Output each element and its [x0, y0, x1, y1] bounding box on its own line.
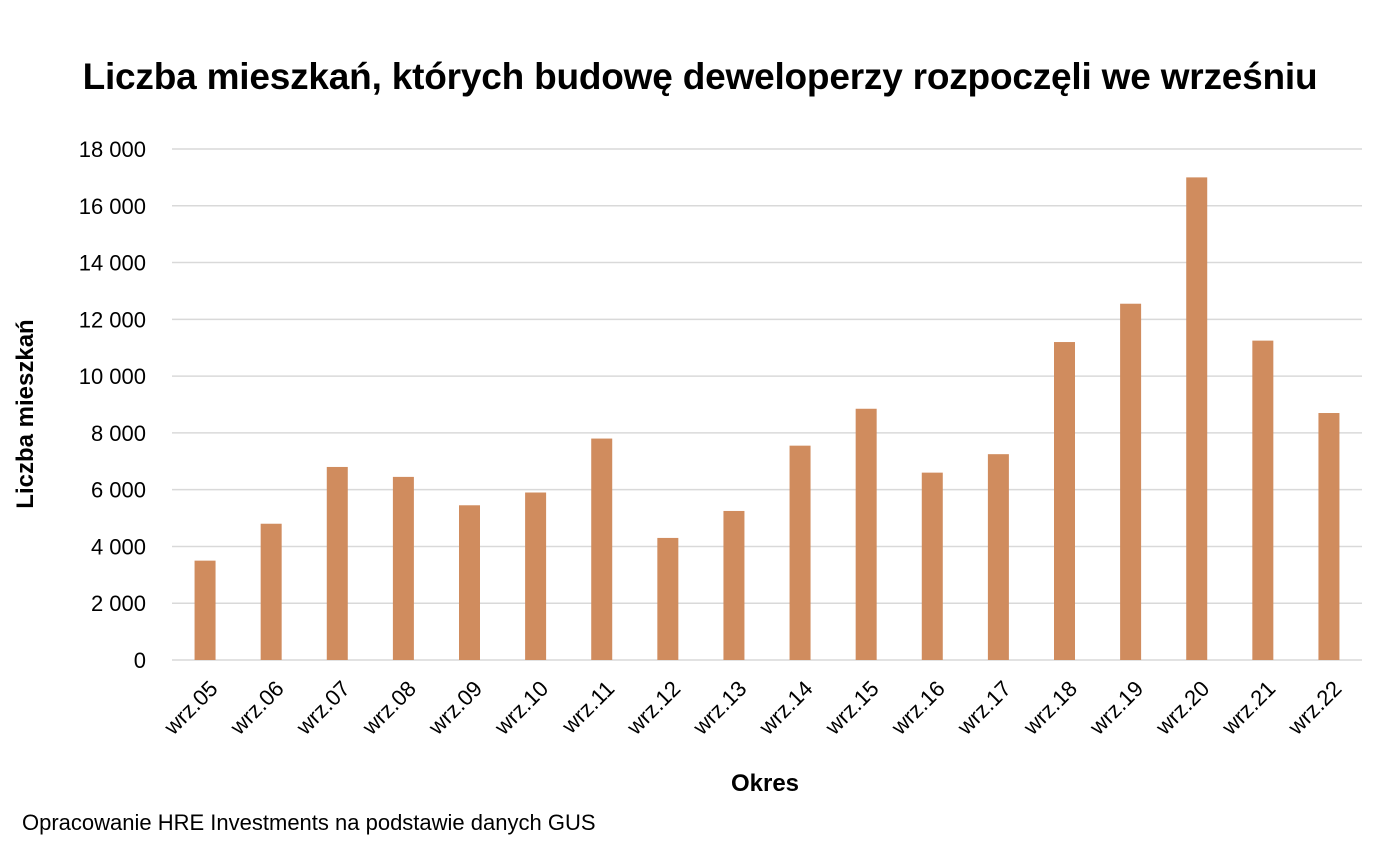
x-tick-label: wrz.08 — [357, 676, 421, 740]
x-tick-label: wrz.05 — [158, 676, 222, 740]
bar-wrz.22 — [1318, 413, 1340, 660]
x-axis-ticks: wrz.05 wrz.06 wrz.07 wrz.08 wrz.09 wrz.10 wrz.… — [158, 676, 1346, 740]
bar-wrz.18 — [1054, 342, 1075, 660]
bar-wrz.08 — [392, 476, 414, 660]
bar-wrz.21 — [1252, 340, 1274, 660]
y-axis-title: Liczba mieszkań — [12, 319, 39, 509]
y-tick-label: 8 000 — [91, 421, 146, 446]
bar-wrz.13 — [723, 510, 745, 660]
x-tick-label: wrz.13 — [687, 676, 751, 740]
x-tick-label: wrz.19 — [1084, 676, 1148, 740]
x-tick-label: wrz.20 — [1150, 676, 1214, 740]
bar-wrz.19 — [1120, 303, 1142, 660]
bar-wrz.05 — [194, 560, 216, 660]
bar-wrz.11 — [591, 438, 613, 660]
x-tick-label: wrz.17 — [952, 676, 1016, 740]
y-tick-label: 14 000 — [79, 251, 146, 276]
x-tick-label: wrz.22 — [1282, 676, 1346, 740]
bar-wrz.07 — [326, 466, 348, 660]
y-tick-label: 18 000 — [79, 137, 146, 162]
gridlines — [172, 148, 1362, 661]
bars — [194, 177, 1340, 660]
bar-wrz.09 — [459, 505, 480, 660]
source-note: Opracowanie HRE Investments na podstawie… — [22, 810, 596, 835]
x-tick-label: wrz.12 — [621, 676, 685, 740]
y-tick-label: 2 000 — [91, 591, 146, 616]
x-tick-label: wrz.15 — [819, 676, 883, 740]
y-tick-label: 10 000 — [79, 364, 146, 389]
y-axis-ticks: 0 2 000 4 000 6 000 8 000 10 000 12 000 14 000 1… — [79, 137, 146, 673]
x-tick-label: wrz.11 — [556, 676, 619, 739]
x-tick-label: wrz.16 — [886, 676, 950, 740]
bar-wrz.17 — [987, 454, 1009, 660]
y-tick-label: 4 000 — [91, 534, 146, 559]
bar-wrz.20 — [1186, 177, 1208, 660]
bar-wrz.06 — [260, 523, 282, 660]
bar-wrz.12 — [657, 537, 679, 660]
x-tick-label: wrz.07 — [291, 676, 355, 740]
x-axis-title: Okres — [730, 770, 800, 797]
x-tick-label: wrz.14 — [753, 676, 817, 740]
bar-wrz.16 — [921, 472, 943, 660]
x-tick-label: wrz.09 — [423, 676, 487, 740]
x-tick-label: wrz.18 — [1018, 676, 1082, 740]
bar-wrz.15 — [855, 408, 877, 660]
chart-title: Liczba mieszkań, których budowę dewelope… — [82, 56, 1318, 97]
y-tick-label: 16 000 — [79, 194, 146, 219]
y-tick-label: 0 — [134, 648, 146, 673]
y-tick-label: 6 000 — [91, 478, 146, 503]
x-tick-label: wrz.21 — [1216, 676, 1280, 740]
bar-wrz.10 — [525, 492, 547, 660]
bar-wrz.14 — [789, 445, 811, 660]
x-tick-label: wrz.06 — [224, 676, 288, 740]
y-tick-label: 12 000 — [79, 307, 146, 332]
x-tick-label: wrz.10 — [489, 676, 553, 740]
